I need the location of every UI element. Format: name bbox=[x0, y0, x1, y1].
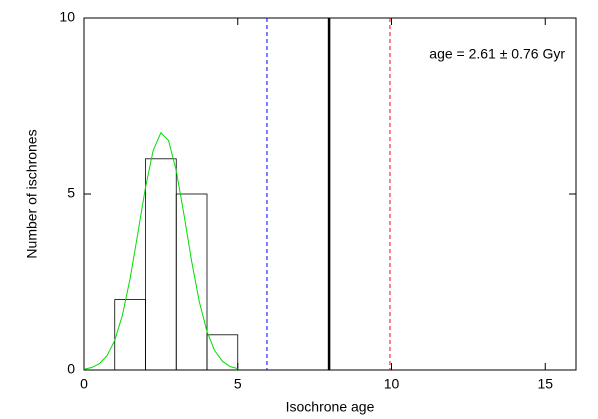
fit-curve bbox=[83, 131, 238, 370]
x-axis-label: Isochrone age bbox=[286, 399, 375, 415]
bar bbox=[145, 158, 177, 371]
bar bbox=[114, 299, 146, 371]
bar bbox=[206, 334, 239, 371]
y-axis-label: Number of ischrones bbox=[24, 129, 40, 258]
x-tick-label: 10 bbox=[384, 376, 400, 392]
x-tick-label: 15 bbox=[537, 376, 553, 392]
y-tick-label: 10 bbox=[59, 9, 75, 25]
x-tick-label: 0 bbox=[80, 376, 88, 392]
y-tick-label: 0 bbox=[67, 361, 75, 377]
y-tick-label: 5 bbox=[67, 185, 75, 201]
bar bbox=[175, 193, 208, 371]
x-tick-label: 5 bbox=[234, 376, 242, 392]
annotation: age = 2.61 ± 0.76 Gyr bbox=[429, 46, 565, 62]
